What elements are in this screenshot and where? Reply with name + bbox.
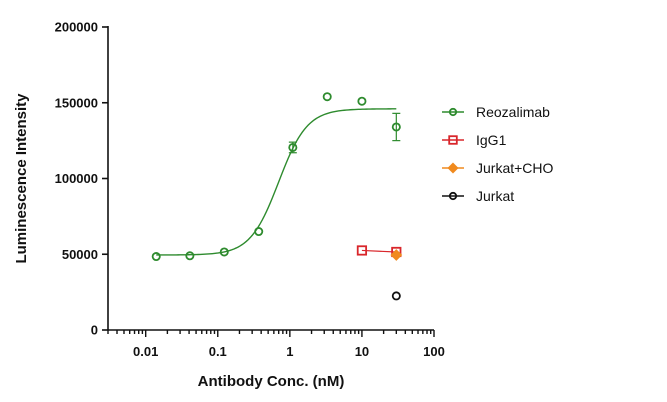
data-point xyxy=(448,191,458,201)
x-tick-label: 0.01 xyxy=(133,344,158,359)
y-axis-label: Luminescence Intensity xyxy=(13,93,30,264)
x-tick-label: 10 xyxy=(355,344,369,359)
series-jurkat xyxy=(391,291,401,301)
legend-item: IgG1 xyxy=(442,132,507,148)
x-axis-ticks: 0.01 0.1 1 10 100 xyxy=(107,330,445,359)
fit-curve xyxy=(156,108,397,256)
data-point xyxy=(447,162,459,174)
axes xyxy=(107,26,434,331)
legend-item: Jurkat+CHO xyxy=(442,160,554,176)
legend-item: Jurkat xyxy=(442,188,514,204)
y-tick-label: 100000 xyxy=(55,171,98,186)
y-tick-label: 0 xyxy=(91,323,98,338)
data-point xyxy=(322,92,332,102)
data-point xyxy=(356,245,368,256)
x-axis-label: Antibody Conc. (nM) xyxy=(198,373,345,390)
y-tick-label: 50000 xyxy=(62,247,98,262)
series-line xyxy=(361,249,397,253)
x-tick-label: 0.1 xyxy=(209,344,227,359)
data-point xyxy=(391,291,401,301)
y-tick-label: 150000 xyxy=(55,95,98,110)
plot-series xyxy=(151,92,403,301)
data-point xyxy=(357,96,367,106)
data-point xyxy=(151,252,161,262)
legend-item: Reozalimab xyxy=(442,104,550,120)
y-axis-ticks: 0 50000 100000 150000 200000 xyxy=(55,20,108,338)
data-point xyxy=(185,251,195,261)
data-point xyxy=(390,249,403,261)
series-reozalimab xyxy=(151,92,401,262)
legend: Reozalimab IgG1 Jurkat+CHO Jurkat xyxy=(442,104,554,204)
y-tick-label: 200000 xyxy=(55,20,98,35)
series-jurkat-cho xyxy=(390,249,403,261)
data-point xyxy=(219,247,229,257)
x-tick-label: 1 xyxy=(286,344,293,359)
legend-label: Jurkat+CHO xyxy=(476,160,554,176)
legend-label: IgG1 xyxy=(476,132,507,148)
data-point xyxy=(288,142,298,152)
legend-label: Jurkat xyxy=(476,188,514,204)
data-point xyxy=(391,122,401,132)
data-point xyxy=(254,227,264,237)
legend-label: Reozalimab xyxy=(476,104,550,120)
x-tick-label: 100 xyxy=(423,344,445,359)
data-point xyxy=(448,135,458,145)
data-point xyxy=(448,107,458,117)
